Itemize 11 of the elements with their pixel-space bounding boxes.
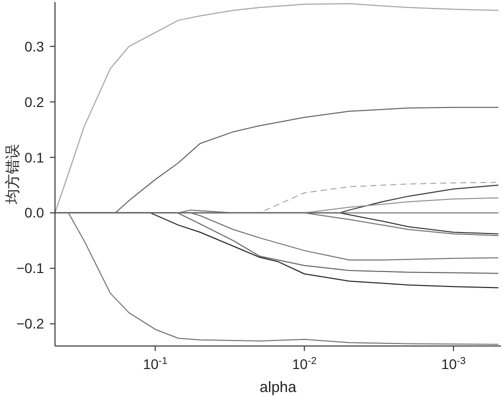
x-tick-label: 10$^{-1}$ (142, 356, 168, 372)
y-axis-title: 均方错误 (3, 144, 22, 205)
y-tick-label: 0.0 (24, 204, 44, 221)
x-tick-label: 10$^{-2}$ (292, 356, 318, 372)
y-tick-label: −0.1 (16, 260, 44, 276)
x-tick-label: 10$^{-3}$ (441, 356, 466, 372)
y-tick-label: 0.1 (24, 149, 44, 166)
y-tick-label: 0.3 (24, 38, 44, 54)
x-axis-title: alpha (260, 379, 298, 396)
y-tick-label: −0.2 (16, 316, 44, 332)
y-tick-label: 0.2 (24, 94, 44, 110)
